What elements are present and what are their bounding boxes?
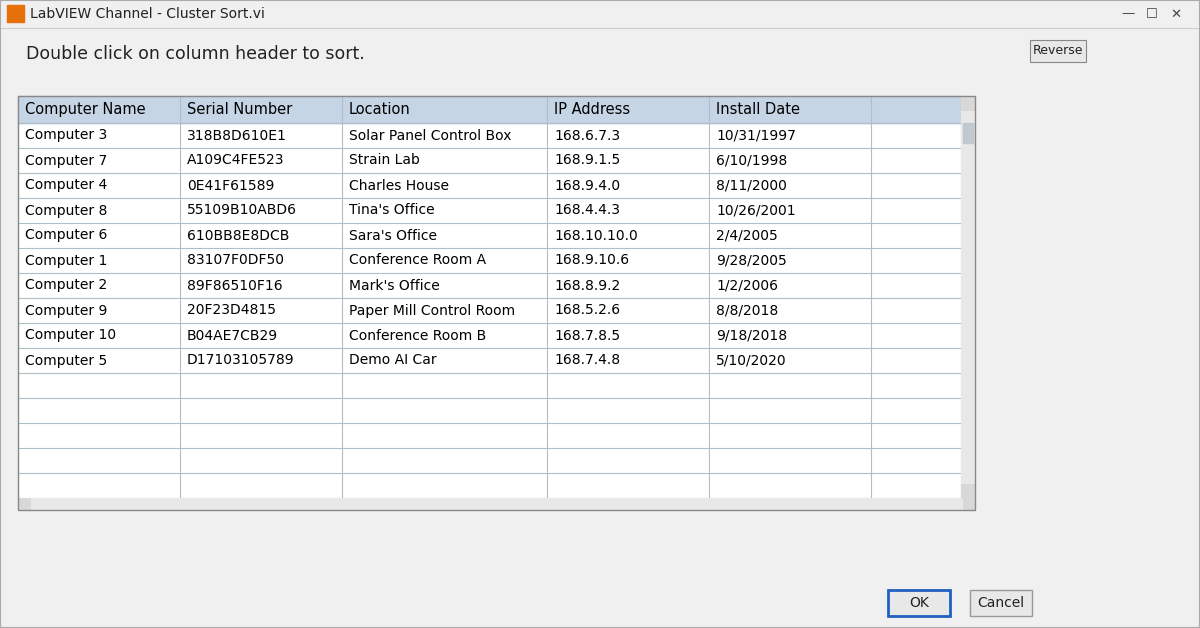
Text: 5/10/2020: 5/10/2020 xyxy=(716,354,787,367)
Text: 89F86510F16: 89F86510F16 xyxy=(187,278,283,293)
Text: 9/18/2018: 9/18/2018 xyxy=(716,328,787,342)
Text: Install Date: Install Date xyxy=(716,102,800,117)
Text: Computer 6: Computer 6 xyxy=(25,229,107,242)
Text: IP Address: IP Address xyxy=(554,102,630,117)
Text: Sara's Office: Sara's Office xyxy=(349,229,437,242)
Text: Computer 4: Computer 4 xyxy=(25,178,107,193)
Text: Double click on column header to sort.: Double click on column header to sort. xyxy=(26,45,365,63)
Bar xyxy=(961,96,974,498)
Text: Computer 10: Computer 10 xyxy=(25,328,116,342)
Text: Conference Room B: Conference Room B xyxy=(349,328,486,342)
Text: 2/4/2005: 2/4/2005 xyxy=(716,229,778,242)
Text: Location: Location xyxy=(349,102,410,117)
Text: OK: OK xyxy=(910,596,929,610)
Text: Solar Panel Control Box: Solar Panel Control Box xyxy=(349,129,511,143)
Text: B04AE7CB29: B04AE7CB29 xyxy=(187,328,278,342)
Bar xyxy=(964,123,973,143)
Text: Computer 7: Computer 7 xyxy=(25,153,107,168)
Text: 1/2/2006: 1/2/2006 xyxy=(716,278,778,293)
Text: 10/26/2001: 10/26/2001 xyxy=(716,203,796,217)
Text: 168.8.9.2: 168.8.9.2 xyxy=(554,278,620,293)
Bar xyxy=(961,96,974,110)
Text: 168.4.4.3: 168.4.4.3 xyxy=(554,203,620,217)
Text: ✕: ✕ xyxy=(1170,8,1182,21)
Text: Computer 1: Computer 1 xyxy=(25,254,107,268)
Text: 83107F0DF50: 83107F0DF50 xyxy=(187,254,284,268)
Bar xyxy=(964,498,974,510)
Text: 168.7.4.8: 168.7.4.8 xyxy=(554,354,620,367)
Text: 318B8D610E1: 318B8D610E1 xyxy=(187,129,287,143)
Text: 168.9.10.6: 168.9.10.6 xyxy=(554,254,629,268)
Bar xyxy=(18,96,961,123)
Text: Reverse: Reverse xyxy=(1033,45,1084,58)
Text: 168.9.4.0: 168.9.4.0 xyxy=(554,178,620,193)
Text: Serial Number: Serial Number xyxy=(187,102,293,117)
Text: 610BB8E8DCB: 610BB8E8DCB xyxy=(187,229,289,242)
Text: 168.7.8.5: 168.7.8.5 xyxy=(554,328,620,342)
Bar xyxy=(18,498,30,510)
Text: Strain Lab: Strain Lab xyxy=(349,153,420,168)
Bar xyxy=(18,96,974,510)
Text: Computer 9: Computer 9 xyxy=(25,303,107,318)
Text: 8/11/2000: 8/11/2000 xyxy=(716,178,787,193)
Text: Mark's Office: Mark's Office xyxy=(349,278,439,293)
Text: 9/28/2005: 9/28/2005 xyxy=(716,254,787,268)
Text: 55109B10ABD6: 55109B10ABD6 xyxy=(187,203,298,217)
Text: Computer 5: Computer 5 xyxy=(25,354,107,367)
Bar xyxy=(970,590,1032,616)
Text: 168.9.1.5: 168.9.1.5 xyxy=(554,153,620,168)
Text: Computer 3: Computer 3 xyxy=(25,129,107,143)
Text: —: — xyxy=(1121,8,1135,21)
Bar xyxy=(7,5,24,22)
Text: Computer Name: Computer Name xyxy=(25,102,145,117)
Text: LabVIEW Channel - Cluster Sort.vi: LabVIEW Channel - Cluster Sort.vi xyxy=(30,7,265,21)
Text: A109C4FE523: A109C4FE523 xyxy=(187,153,284,168)
Text: 0E41F61589: 0E41F61589 xyxy=(187,178,275,193)
Text: 10/31/1997: 10/31/1997 xyxy=(716,129,796,143)
Text: Demo AI Car: Demo AI Car xyxy=(349,354,437,367)
Text: Conference Room A: Conference Room A xyxy=(349,254,486,268)
Text: ☐: ☐ xyxy=(1146,8,1158,21)
Text: 168.10.10.0: 168.10.10.0 xyxy=(554,229,637,242)
Text: 168.5.2.6: 168.5.2.6 xyxy=(554,303,620,318)
Text: Computer 2: Computer 2 xyxy=(25,278,107,293)
Text: Computer 8: Computer 8 xyxy=(25,203,107,217)
Bar xyxy=(18,96,961,498)
Text: Paper Mill Control Room: Paper Mill Control Room xyxy=(349,303,515,318)
Text: 6/10/1998: 6/10/1998 xyxy=(716,153,787,168)
Text: Charles House: Charles House xyxy=(349,178,449,193)
Text: 168.6.7.3: 168.6.7.3 xyxy=(554,129,620,143)
Text: Tina's Office: Tina's Office xyxy=(349,203,434,217)
Text: 8/8/2018: 8/8/2018 xyxy=(716,303,779,318)
Text: D17103105789: D17103105789 xyxy=(187,354,295,367)
Text: Cancel: Cancel xyxy=(978,596,1025,610)
Bar xyxy=(888,590,950,616)
Bar xyxy=(1030,40,1086,62)
Bar xyxy=(0,0,1200,28)
Bar xyxy=(961,484,974,498)
Bar xyxy=(18,498,974,510)
Text: 20F23D4815: 20F23D4815 xyxy=(187,303,276,318)
